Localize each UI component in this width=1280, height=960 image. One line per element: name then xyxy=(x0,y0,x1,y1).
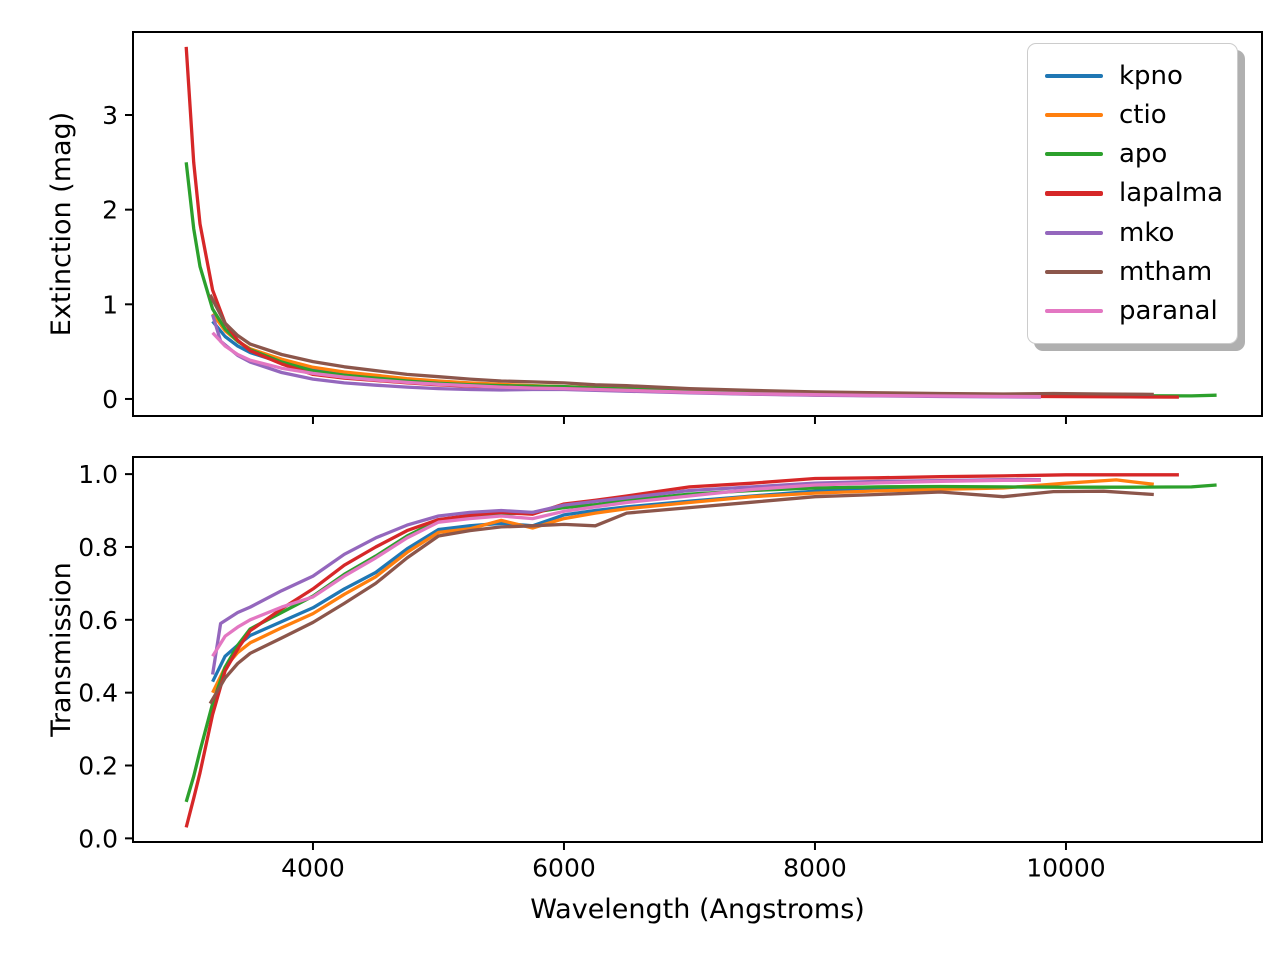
legend-label: kpno xyxy=(1119,60,1183,91)
x-tick-label: 8000 xyxy=(783,853,847,882)
line-paranal xyxy=(211,331,1041,399)
y-tick-label: 1 xyxy=(102,290,118,319)
legend-item-mtham: mtham xyxy=(1045,259,1231,285)
legend-line-sample xyxy=(1045,191,1103,196)
legend-item-mko: mko xyxy=(1045,220,1231,246)
legend-line-sample xyxy=(1045,230,1103,235)
line-apo xyxy=(184,483,1217,803)
legend-item-lapalma: lapalma xyxy=(1045,180,1231,206)
legend-item-paranal: paranal xyxy=(1045,298,1231,324)
x-tick-label: 10000 xyxy=(1026,853,1106,882)
y-tick-label: 0.6 xyxy=(78,606,118,635)
line-mtham xyxy=(208,489,1154,705)
x-axis-label: Wavelength (Angstroms) xyxy=(530,894,865,925)
y-tick-label: 3 xyxy=(102,101,118,130)
y-axis-label: Transmission xyxy=(46,562,77,737)
legend-line-sample xyxy=(1045,309,1103,314)
legend-label: paranal xyxy=(1119,296,1218,327)
axes-frame xyxy=(132,456,1263,843)
legend-item-kpno: kpno xyxy=(1045,63,1231,89)
line-ctio xyxy=(211,478,1154,694)
series-lines xyxy=(184,473,1217,828)
legend-line-sample xyxy=(1045,112,1103,118)
y-tick-label: 0.2 xyxy=(78,752,118,781)
legend-item-apo: apo xyxy=(1045,141,1231,167)
legend-line-sample xyxy=(1045,269,1103,275)
legend-item-ctio: ctio xyxy=(1045,102,1231,128)
legend-line-sample xyxy=(1045,152,1103,157)
legend-label: apo xyxy=(1119,139,1168,170)
axes-frame xyxy=(132,31,1263,417)
x-tick-label: 4000 xyxy=(281,853,345,882)
line-paranal xyxy=(211,478,1041,658)
y-tick-label: 0 xyxy=(102,385,118,414)
x-tick-label: 6000 xyxy=(532,853,596,882)
legend-label: mko xyxy=(1119,217,1175,248)
y-axis-label: Extinction (mag) xyxy=(46,112,77,336)
line-mko xyxy=(210,477,1041,675)
line-mtham xyxy=(208,294,1154,397)
legend: kpno ctio apo lapalma mko mtham paranal xyxy=(1027,43,1238,344)
y-tick-label: 0.0 xyxy=(78,824,118,853)
legend-label: ctio xyxy=(1119,99,1167,130)
line-lapalma xyxy=(184,473,1179,828)
y-tick-label: 0.4 xyxy=(78,679,118,708)
legend-label: lapalma xyxy=(1119,178,1224,209)
y-tick-label: 2 xyxy=(102,196,118,225)
legend-line-sample xyxy=(1045,73,1103,78)
y-tick-label: 1.0 xyxy=(78,460,118,489)
series-lines xyxy=(184,46,1217,399)
legend-label: mtham xyxy=(1119,257,1213,288)
y-tick-label: 0.8 xyxy=(78,533,118,562)
